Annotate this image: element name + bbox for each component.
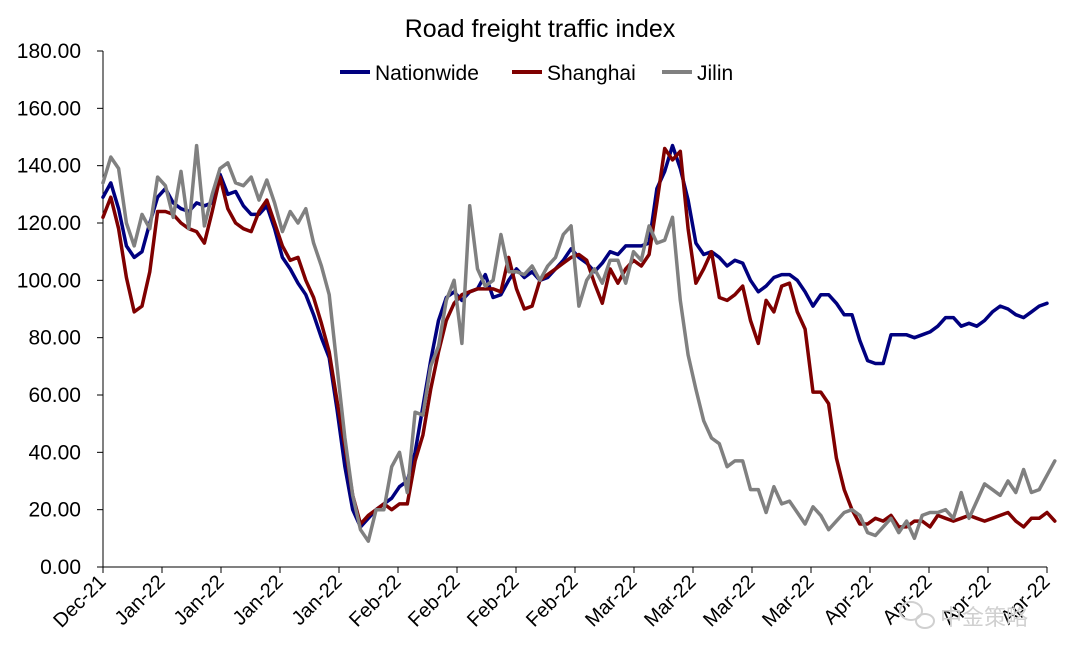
- y-tick-label: 180.00: [17, 40, 81, 63]
- y-tick-label: 60.00: [28, 384, 81, 407]
- x-tick-label: Feb-22: [522, 571, 582, 631]
- legend-label-shanghai: Shanghai: [547, 62, 636, 85]
- y-tick-label: 20.00: [28, 499, 81, 522]
- x-tick-label: Dec-21: [49, 571, 110, 632]
- legend-label-jilin: Jilin: [697, 62, 733, 85]
- wechat-bubble-icon: [899, 601, 935, 629]
- x-tick-label: Mar-22: [581, 571, 641, 631]
- y-tick-label: 120.00: [17, 212, 81, 235]
- x-tick-label: Jan-22: [288, 571, 347, 630]
- series-line-jilin: [101, 143, 1057, 543]
- x-tick-label: Feb-22: [345, 571, 405, 631]
- x-tick-label: Feb-22: [463, 571, 523, 631]
- x-tick-label: Jan-22: [111, 571, 170, 630]
- x-tick-label: Feb-22: [404, 571, 464, 631]
- x-tick-label: Jan-22: [229, 571, 288, 630]
- y-tick-label: 100.00: [17, 269, 81, 292]
- legend-label-nationwide: Nationwide: [375, 62, 479, 85]
- series-line-nationwide: [101, 143, 1049, 529]
- x-tick-label: Apr-22: [820, 571, 878, 629]
- chart-title: Road freight traffic index: [405, 15, 676, 43]
- x-tick-label: Mar-22: [699, 571, 759, 631]
- x-tick-label: Mar-22: [640, 571, 700, 631]
- y-axis: 0.00 20.00 40.00 60.00 80.00 100.00 120.00 140.…: [17, 40, 104, 579]
- series-line-shanghai: [101, 146, 1057, 529]
- y-tick-label: 0.00: [40, 556, 81, 579]
- watermark: 中金策略: [899, 601, 1028, 630]
- x-axis: Dec-21 Jan-22 Jan-22 Jan-22 Jan-22Feb-22Feb-…: [49, 566, 1055, 632]
- legend: Nationwide Shanghai Jilin: [340, 62, 733, 85]
- watermark-text: 中金策略: [940, 605, 1028, 630]
- y-tick-label: 160.00: [17, 97, 81, 120]
- y-tick-label: 140.00: [17, 155, 81, 178]
- y-tick-label: 80.00: [28, 327, 81, 350]
- x-tick-label: Mar-22: [758, 571, 818, 631]
- y-tick-label: 40.00: [28, 441, 81, 464]
- plot-lines: [101, 143, 1057, 543]
- x-tick-label: Jan-22: [170, 571, 229, 630]
